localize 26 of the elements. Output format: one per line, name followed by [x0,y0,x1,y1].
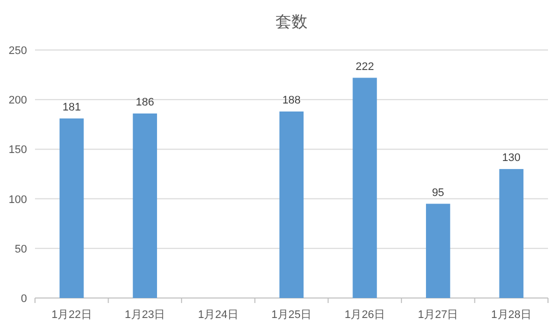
bar [279,112,304,298]
x-tick-label: 1月23日 [124,309,166,321]
y-tick-label: 50 [14,243,27,256]
data-label: 130 [502,152,521,164]
bar [352,78,377,298]
y-tick-label: 150 [8,144,27,156]
bar [60,118,84,298]
x-tick-label: 1月22日 [51,309,92,321]
chart-title: 套数 [276,14,308,31]
data-label: 181 [62,101,81,114]
data-label: 188 [282,94,301,107]
bar [132,113,158,298]
data-label: 95 [432,186,444,199]
bar [426,204,450,298]
x-tick-label: 1月25日 [271,309,312,321]
x-tick-label: 1月28日 [491,309,532,321]
y-tick-label: 200 [8,94,27,107]
y-tick-label: 100 [8,194,27,206]
data-label: 186 [136,96,154,108]
data-label: 222 [356,60,374,73]
x-tick-label: 1月24日 [198,309,238,321]
x-tick-label: 1月27日 [418,309,458,321]
x-tick-label: 1月26日 [344,309,385,321]
y-tick-label: 0 [20,293,27,305]
bar [499,169,524,298]
y-tick-label: 250 [8,45,27,57]
